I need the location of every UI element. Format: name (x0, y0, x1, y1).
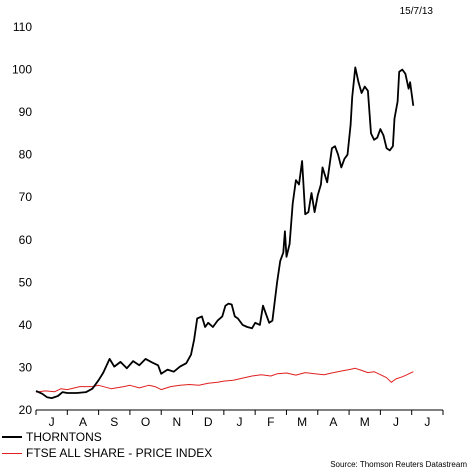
x-tick-label-1: A (79, 415, 87, 429)
legend-item-thorntons: THORNTONS (2, 429, 212, 445)
legend-item-ftse: FTSE ALL SHARE - PRICE INDEX (2, 445, 212, 461)
x-tick-label-9: A (329, 415, 337, 429)
y-tick-label-3: 50 (19, 275, 33, 289)
y-tick-label-6: 80 (19, 148, 33, 162)
series-line-0 (35, 66, 415, 399)
x-tick-label-5: D (204, 415, 213, 429)
y-tick-label-4: 60 (19, 233, 33, 247)
y-tick-label-8: 100 (12, 63, 32, 77)
y-axis: 20 30 40 50 60 70 80 90 100 110 (12, 20, 32, 417)
legend-swatch-thorntons (2, 436, 22, 438)
y-tick-label-1: 30 (19, 360, 33, 374)
legend-label-ftse: FTSE ALL SHARE - PRICE INDEX (26, 446, 213, 460)
y-tick-label-9: 110 (13, 20, 32, 34)
x-tick-label-11: J (393, 415, 399, 429)
series-line-1 (35, 367, 414, 393)
x-tick-label-3: O (141, 415, 150, 429)
y-tick-label-2: 40 (19, 318, 33, 332)
legend: THORNTONS FTSE ALL SHARE - PRICE INDEX (2, 429, 212, 461)
x-tick-label-6: J (237, 415, 243, 429)
x-tick-label-2: S (110, 415, 118, 429)
x-tick-label-12: J (424, 415, 430, 429)
series-layer (35, 66, 415, 399)
legend-swatch-ftse (2, 452, 22, 454)
x-tick-label-0: J (49, 415, 55, 429)
y-tick-label-7: 90 (19, 105, 33, 119)
source-note: Source: Thomson Reuters Datastream (330, 460, 467, 469)
x-tick-label-8: M (297, 415, 307, 429)
y-tick-label-0: 20 (19, 403, 33, 417)
x-tick-label-7: F (267, 415, 274, 429)
date-label: 15/7/13 (399, 6, 433, 17)
x-tick-label-10: M (360, 415, 370, 429)
y-tick-label-5: 70 (19, 190, 33, 204)
x-tick-label-4: N (173, 415, 182, 429)
legend-label-thorntons: THORNTONS (26, 430, 102, 444)
